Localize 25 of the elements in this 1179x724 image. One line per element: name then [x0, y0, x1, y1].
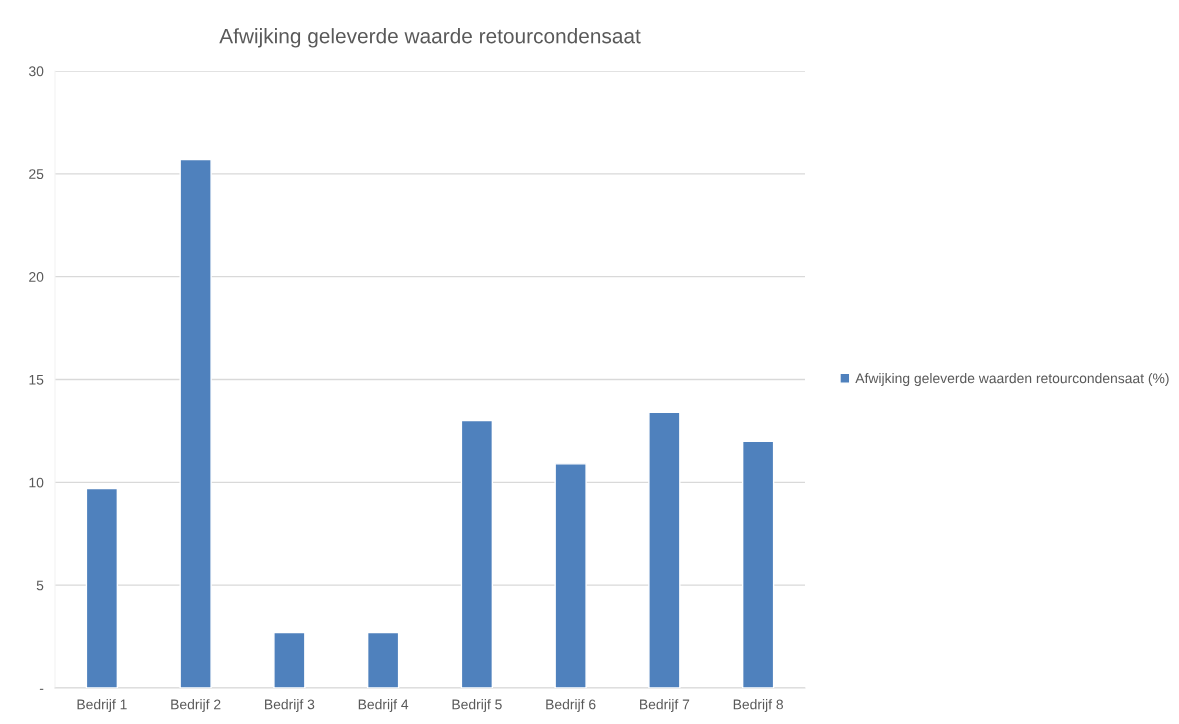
y-tick-label: 20: [29, 272, 44, 282]
bar: [179, 158, 212, 688]
x-tick-label: Bedrijf 2: [171, 699, 221, 713]
x-tick-label: Bedrijf 8: [733, 699, 783, 713]
x-tick-label: Bedrijf 7: [640, 699, 690, 713]
bar: [273, 631, 306, 688]
y-tick-label: 15: [29, 374, 44, 385]
bar: [366, 631, 400, 688]
x-tick-label: Bedrijf 4: [358, 699, 409, 713]
bar: [554, 463, 587, 688]
x-tick-label: Bedrijf 3: [265, 699, 315, 713]
y-tick-label: 30: [28, 66, 44, 77]
y-tick-label: -: [39, 688, 44, 690]
bar: [648, 411, 681, 688]
legend-label: Afwijking geleverde waarden retourcondensaat (%): [855, 373, 1169, 386]
bar: [741, 440, 775, 688]
x-tick-label: Bedrijf 6: [546, 699, 596, 713]
y-tick-label: 25: [29, 169, 44, 179]
y-tick-label: 5: [36, 580, 44, 591]
x-tick-label: Bedrijf 5: [452, 699, 502, 713]
bar: [85, 487, 119, 688]
y-tick-label: 10: [29, 477, 44, 488]
chart-title: Afwijking geleverde waarde retourcondensaat: [219, 28, 641, 48]
bar: [460, 419, 494, 688]
x-tick-label: Bedrijf 1: [77, 699, 127, 713]
